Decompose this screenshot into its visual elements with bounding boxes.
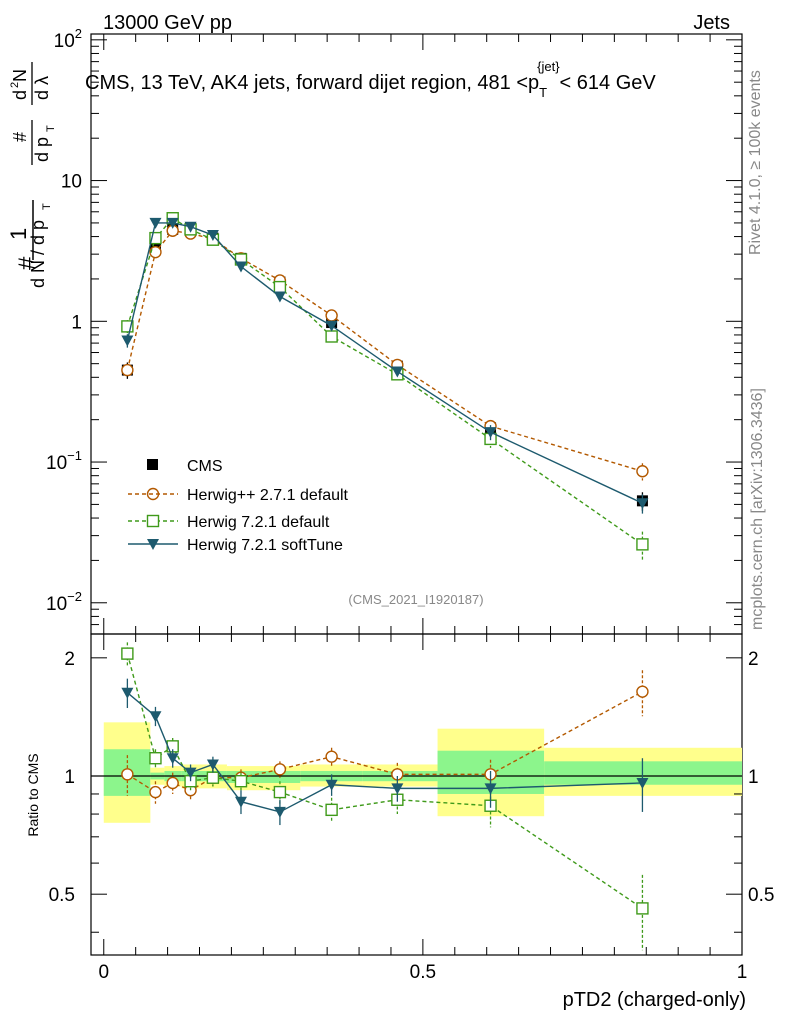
ratio-point-triangle-2 [166, 753, 179, 765]
svg-text:d p: d p [32, 137, 52, 162]
ratio-point-triangle-4 [206, 759, 219, 771]
main-point-circle-10 [636, 465, 649, 478]
ratio-point-circle-7 [325, 750, 338, 763]
main-line-circle [126, 229, 643, 472]
svg-text:#: # [14, 256, 41, 270]
main-point-triangle-5 [234, 261, 247, 273]
analysis-id: (CMS_2021_I1920187) [348, 592, 483, 607]
main-point-triangle-8 [391, 366, 404, 378]
svg-text:d N / d p: d N / d p [28, 220, 48, 288]
main-point-triangle-3 [184, 221, 197, 233]
main-series-circle [121, 224, 649, 481]
main-ytick-label-0: 102 [54, 26, 82, 52]
main-point-triangle-4 [206, 230, 219, 242]
ratio-point-square-7 [325, 803, 338, 817]
main-series-triangle [121, 217, 649, 514]
ratio-point-circle-6 [273, 763, 287, 776]
ratio-plot: 2 2 1 1 0.5 0.5 0 0.5 1 [49, 642, 774, 983]
main-point-square-0 [121, 320, 134, 333]
xtick-label-0: 0 [98, 962, 109, 983]
main-point-data-1 [149, 239, 161, 251]
ratio-point-square-4 [206, 771, 220, 784]
main-title: CMS, 13 TeV, AK4 jets, forward dijet reg… [85, 59, 656, 100]
ratio-ytick-label-left-1: 1 [64, 767, 75, 788]
legend: CMS Herwig++ 2.7.1 default Herwig 7.2.1 … [128, 458, 349, 554]
ratio-ytick-label-right-1: 1 [748, 767, 759, 788]
ratio-ytick-label-left-0: 2 [64, 649, 75, 670]
ratio-point-circle-1 [149, 785, 162, 799]
ratio-series-square [121, 642, 649, 951]
main-point-triangle-9 [484, 427, 497, 439]
svg-text:T: T [45, 125, 57, 132]
ratio-point-square-1 [149, 752, 162, 765]
svg-text:Herwig 7.2.1 softTune: Herwig 7.2.1 softTune [187, 537, 343, 554]
legend-entry-softtune: Herwig 7.2.1 softTune [128, 537, 343, 554]
main-plot: 102 10 1 10−1 10−2 [46, 26, 742, 635]
main-point-square-6 [273, 280, 287, 294]
ratio-point-square-5 [234, 775, 248, 788]
ratio-y-axis-label: Ratio to CMS [25, 753, 41, 836]
rivet-version-label: Rivet 4.1.0, ≥ 100k events [747, 70, 764, 255]
main-ytick-label-2: 1 [71, 312, 82, 333]
main-point-triangle-7 [325, 320, 338, 332]
ratio-point-triangle-9 [484, 783, 497, 795]
main-point-circle-0 [121, 363, 134, 377]
main-point-triangle-10 [636, 498, 649, 510]
mcplots-label: mcplots.cern.ch [arXiv:1306.3436] [749, 388, 766, 630]
main-ytick-label-1: 10 [61, 172, 82, 193]
legend-entry-herwig721: Herwig 7.2.1 default [128, 514, 330, 531]
svg-text:CMS: CMS [187, 458, 223, 475]
svg-text:N: N [10, 69, 30, 82]
svg-text:Herwig 7.2.1 default: Herwig 7.2.1 default [187, 514, 330, 531]
main-series-square [121, 212, 649, 561]
main-ytick-label-3: 10−1 [46, 448, 82, 474]
main-point-circle-7 [325, 309, 338, 322]
main-point-triangle-0 [121, 335, 134, 347]
svg-text:T: T [41, 203, 53, 210]
svg-text:1: 1 [6, 228, 31, 240]
ratio-ytick-label-left-2: 0.5 [49, 885, 75, 906]
main-point-square-10 [636, 538, 649, 551]
ratio-point-triangle-8 [391, 783, 404, 795]
header-left: 13000 GeV pp [103, 12, 232, 34]
ratio-point-triangle-5 [234, 796, 247, 808]
svg-text:2: 2 [9, 82, 21, 88]
svg-text:d: d [10, 90, 30, 100]
svg-text:d λ: d λ [32, 76, 52, 100]
ratio-point-circle-2 [166, 776, 179, 790]
main-point-triangle-6 [273, 291, 286, 303]
xtick-label-2: 1 [737, 962, 748, 983]
band-inner-5 [226, 770, 301, 783]
ratio-point-square-10 [636, 902, 649, 915]
ratio-point-triangle-3 [184, 767, 197, 779]
legend-entry-cms: CMS [147, 458, 223, 475]
ratio-point-triangle-7 [325, 779, 338, 791]
x-axis-label: pTD2 (charged-only) [563, 989, 746, 1011]
ratio-ytick-label-right-2: 0.5 [748, 885, 774, 906]
ratio-point-triangle-10 [636, 777, 649, 789]
ratio-ytick-label-right-0: 2 [748, 649, 759, 670]
xtick-label-1: 0.5 [410, 962, 436, 983]
main-ytick-label-4: 10−2 [46, 589, 82, 615]
main-point-circle-1 [149, 245, 162, 259]
main-point-triangle-1 [149, 217, 162, 229]
ratio-series-triangle [121, 678, 649, 826]
legend-entry-herwigpp: Herwig++ 2.7.1 default [128, 487, 349, 504]
main-y-axis-label: # 1 d N / d p T # d p T d 2 N d λ [6, 62, 57, 288]
main-point-triangle-2 [166, 217, 179, 229]
ratio-point-triangle-1 [149, 711, 162, 723]
main-point-square-1 [149, 231, 162, 245]
ratio-point-circle-10 [636, 685, 649, 698]
header-right: Jets [693, 12, 730, 34]
ratio-point-triangle-6 [273, 806, 286, 818]
svg-text:Herwig++ 2.7.1 default: Herwig++ 2.7.1 default [187, 487, 349, 504]
ratio-point-square-6 [273, 785, 287, 799]
svg-text:#: # [10, 132, 30, 142]
ratio-point-circle-0 [121, 768, 134, 781]
ratio-point-square-0 [121, 647, 134, 660]
ratio-point-triangle-0 [121, 687, 134, 699]
main-point-square-7 [325, 330, 338, 343]
ratio-line-circle [127, 691, 643, 793]
